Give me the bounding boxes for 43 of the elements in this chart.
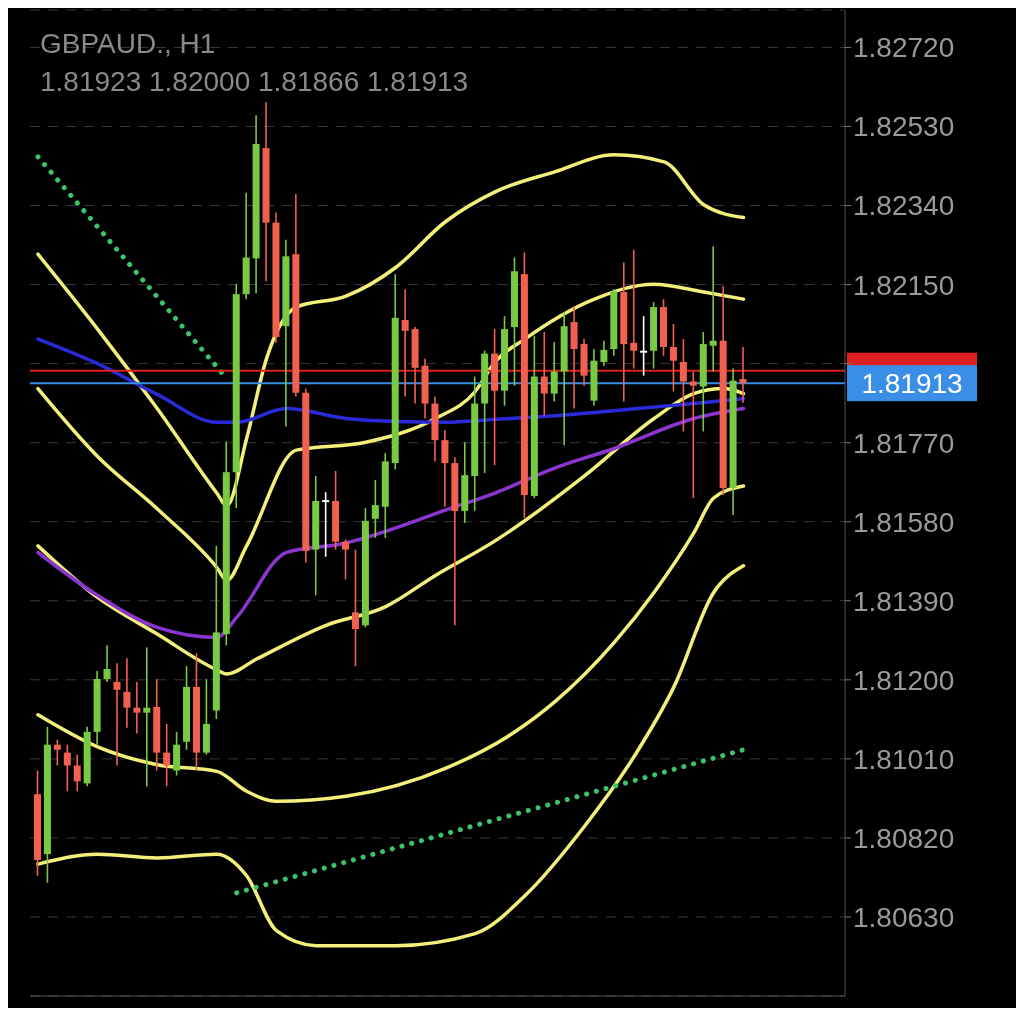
y-tick-label: 1.80820 [853, 822, 955, 854]
y-tick-label: 1.81200 [853, 664, 955, 696]
candlestick [441, 429, 449, 508]
candlestick [63, 743, 71, 793]
y-tick-label: 1.81770 [853, 427, 955, 459]
y-tick-label: 1.80630 [853, 901, 955, 933]
candlestick [342, 538, 350, 581]
candlestick [163, 723, 171, 788]
y-tick-label: 1.82530 [853, 111, 955, 143]
candlestick [709, 245, 717, 373]
y-tick-label: 1.82150 [853, 269, 955, 301]
line-series [36, 484, 746, 804]
candlestick [322, 491, 330, 558]
line-series [36, 153, 746, 508]
line-series [36, 564, 746, 948]
y-tick-label: 1.81580 [853, 506, 955, 538]
candlestick [143, 646, 151, 788]
candlestick [600, 339, 608, 367]
y-tick-label: 1.81010 [853, 743, 955, 775]
candlestick [123, 657, 131, 729]
text: GBPAUD., H1 [40, 28, 216, 60]
candlestick [73, 753, 81, 793]
text: 1.81923 1.82000 1.81866 1.81913 [40, 66, 469, 98]
candlestick [133, 681, 141, 735]
y-tick-label: 1.82340 [853, 190, 955, 222]
price-tag: 1.81913 [847, 365, 977, 402]
candlestick [103, 644, 111, 683]
candlestick [401, 288, 409, 398]
candlestick [630, 248, 638, 370]
y-tick-label: 1.81390 [853, 585, 955, 617]
candlestick [739, 346, 747, 404]
candlestick [351, 548, 359, 667]
candlestick [689, 370, 697, 499]
candlestick [550, 341, 558, 403]
candlestick [540, 331, 548, 417]
candlestick [53, 738, 61, 767]
candlestick [113, 662, 121, 767]
y-tick-label: 1.82720 [853, 32, 955, 64]
candlestick [640, 315, 648, 377]
ref-line-label: 1.81913 [861, 368, 963, 400]
candlestick [371, 479, 379, 539]
candlestick [669, 323, 677, 393]
candlestick [679, 338, 687, 433]
